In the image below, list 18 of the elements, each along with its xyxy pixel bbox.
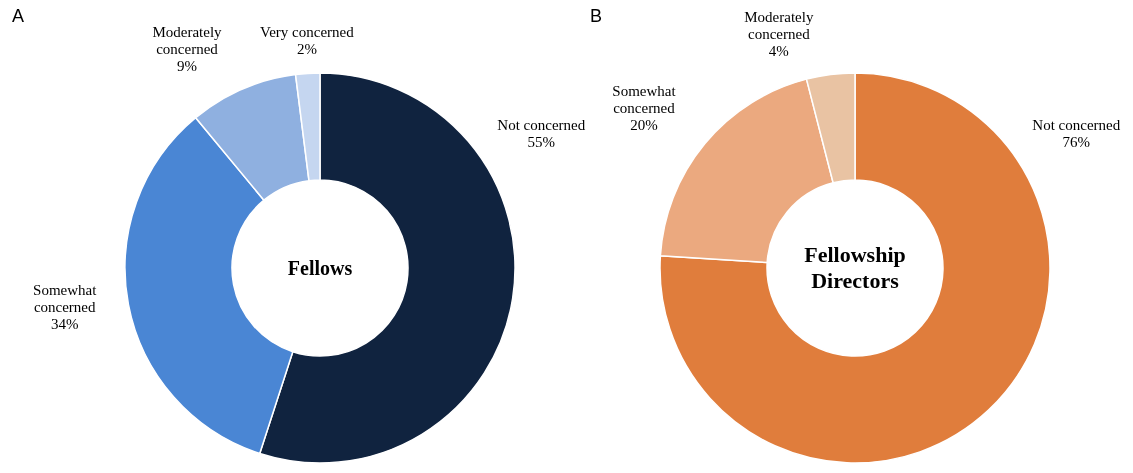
data-label: 20% <box>630 116 658 133</box>
slice-label: Somewhat concerned <box>33 282 98 316</box>
slice-label: Moderately concerned <box>152 24 223 58</box>
text: Fellowship Directors <box>804 242 906 293</box>
data-label: 4% <box>768 42 789 59</box>
data-label: 2% <box>296 41 317 58</box>
slice-label: Somewhat concerned <box>612 82 677 116</box>
data-label: 34% <box>50 316 79 333</box>
slice-label: Very concerned <box>260 24 355 41</box>
data-label: 55% <box>527 133 556 150</box>
data-label: 76% <box>1062 133 1091 150</box>
text: A <box>12 6 25 26</box>
data-label: 9% <box>177 58 197 75</box>
text: B <box>590 6 603 26</box>
slice-label: Not concerned <box>497 116 586 133</box>
text: Fellows <box>287 257 353 279</box>
slice-label: Moderately concerned <box>744 8 814 42</box>
slice-label: Not concerned <box>1032 116 1121 133</box>
